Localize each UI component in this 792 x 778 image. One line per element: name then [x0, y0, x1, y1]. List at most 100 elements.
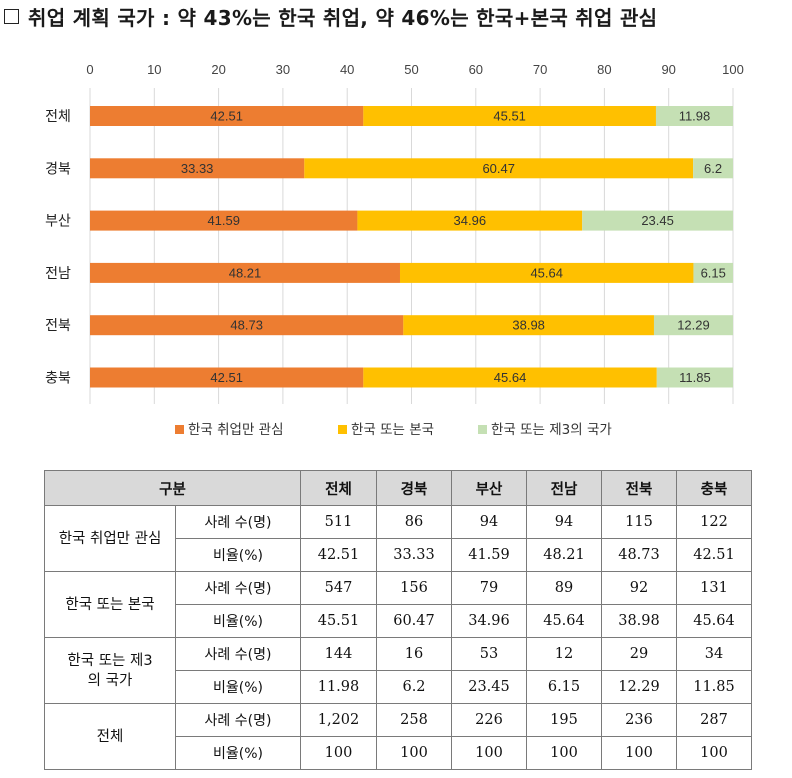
data-table: 구분 전체 경북 부산 전남 전북 충북 한국 취업만 관심 사례 수(명) 5… — [44, 470, 752, 770]
bar-segment — [582, 210, 733, 231]
legend-label: 한국 취업만 관심 — [188, 422, 284, 438]
data-label: 48.73 — [230, 318, 263, 333]
table-cell: 11.85 — [676, 670, 752, 704]
table-row: 비율(%) 11.98 6.2 23.45 6.15 12.29 11.85 — [45, 670, 752, 704]
table-row-label: 비율(%) — [175, 736, 301, 770]
table-cell: 60.47 — [376, 604, 452, 638]
group-name: 한국 또는 제3의 국가 — [67, 652, 153, 689]
data-label: 42.51 — [210, 370, 243, 385]
table-cell: 29 — [601, 637, 677, 671]
legend-label: 한국 또는 제3의 국가 — [491, 422, 612, 438]
data-label: 45.51 — [493, 109, 526, 124]
table-cell: 115 — [601, 505, 677, 539]
table-cell: 100 — [451, 736, 527, 770]
table-row: 전체 사례 수(명) 1,202 258 226 195 236 287 — [44, 703, 752, 770]
bar-segment — [363, 367, 657, 388]
table-header-cell: 전남 — [526, 470, 602, 506]
table-cell: 100 — [300, 736, 377, 770]
category-label: 부산 — [45, 214, 71, 230]
table-cell: 131 — [676, 571, 752, 605]
legend-swatch — [175, 425, 184, 434]
table-group-label: 한국 또는 제3의 국가 — [44, 637, 176, 704]
table-row-label: 사례 수(명) — [175, 703, 301, 737]
bar-segment — [90, 315, 404, 336]
table-cell: 156 — [376, 571, 452, 605]
table-cell: 122 — [676, 505, 752, 539]
legend-swatch — [338, 425, 347, 434]
table-cell: 258 — [376, 703, 452, 737]
table-row-label: 비율(%) — [175, 538, 301, 572]
x-tick-label: 30 — [276, 62, 290, 77]
bar-segment — [656, 367, 733, 388]
table-cell: 547 — [300, 571, 377, 605]
table-cell: 195 — [526, 703, 602, 737]
table-cell: 89 — [526, 571, 602, 605]
category-label: 경북 — [45, 161, 71, 177]
table-group-label: 한국 또는 본국 — [44, 571, 176, 638]
table-cell: 287 — [676, 703, 752, 737]
table-cell: 94 — [526, 505, 602, 539]
bar-segment — [90, 367, 364, 388]
bar-segment — [357, 210, 583, 231]
table-cell: 226 — [451, 703, 527, 737]
legend: 한국 취업만 관심 한국 또는 본국 한국 또는 제3의 국가 — [175, 422, 612, 438]
x-tick-label: 0 — [86, 62, 93, 77]
table-cell: 6.15 — [526, 670, 602, 704]
table-cell: 92 — [601, 571, 677, 605]
data-label: 60.47 — [482, 161, 515, 176]
table-cell: 16 — [376, 637, 452, 671]
table-header-cell: 부산 — [451, 470, 527, 506]
page-title: 취업 계획 국가 : 약 43%는 한국 취업, 약 46%는 한국+본국 취업… — [4, 2, 657, 30]
category-label: 전남 — [45, 266, 71, 282]
data-label: 33.33 — [181, 161, 214, 176]
data-label: 23.45 — [641, 213, 674, 228]
data-label: 11.85 — [679, 370, 711, 385]
table-cell: 79 — [451, 571, 527, 605]
table-cell: 48.73 — [601, 538, 677, 572]
bar-segment — [693, 158, 733, 179]
data-label: 11.98 — [679, 109, 711, 124]
table-cell: 23.45 — [451, 670, 527, 704]
table-cell: 41.59 — [451, 538, 527, 572]
bar-segment — [304, 158, 694, 179]
table-cell: 38.98 — [601, 604, 677, 638]
table-row: 한국 또는 본국 사례 수(명) 547 156 79 89 92 131 — [44, 571, 752, 638]
table-row: 한국 또는 제3의 국가 사례 수(명) 144 16 53 12 29 34 — [44, 637, 752, 704]
table-row: 비율(%) 42.51 33.33 41.59 48.21 48.73 42.5… — [45, 538, 752, 572]
bars: 42.51 45.51 11.98 33.33 60.47 6.2 41.59 34.96 23… — [90, 106, 733, 388]
table-cell: 45.64 — [526, 604, 602, 638]
table-header-cell: 전체 — [300, 470, 377, 506]
bar-segment — [90, 106, 364, 126]
x-tick-label: 40 — [340, 62, 354, 77]
x-tick-label: 70 — [533, 62, 547, 77]
category-label: 전북 — [45, 318, 71, 334]
group-name: 한국 또는 본국 — [65, 596, 155, 613]
table-header-cell: 경북 — [376, 470, 452, 506]
table-cell: 236 — [601, 703, 677, 737]
table-cell: 12 — [526, 637, 602, 671]
category-label: 전체 — [45, 109, 71, 125]
table-cell: 94 — [451, 505, 527, 539]
bar-segment — [399, 262, 694, 283]
data-label: 6.2 — [704, 161, 722, 176]
data-label: 12.29 — [677, 318, 710, 333]
bar-segment — [403, 315, 654, 336]
category-label: 충북 — [45, 371, 71, 387]
x-tick-label: 60 — [469, 62, 483, 77]
table-header-cell: 전북 — [601, 470, 677, 506]
bar-segment — [90, 210, 358, 231]
table-header-cell: 충북 — [676, 470, 752, 506]
x-tick-label: 90 — [661, 62, 675, 77]
gridlines — [89, 88, 734, 404]
table-cell: 53 — [451, 637, 527, 671]
data-label: 48.21 — [229, 265, 262, 280]
table-cell: 511 — [300, 505, 377, 539]
table-cell: 100 — [526, 736, 602, 770]
x-tick-label: 10 — [147, 62, 161, 77]
bar-segment — [653, 315, 733, 336]
data-label: 34.96 — [454, 213, 487, 228]
bar-segment — [90, 262, 400, 283]
table-group-label: 전체 — [44, 703, 176, 770]
data-label: 41.59 — [207, 213, 240, 228]
checkbox-square-icon — [4, 8, 19, 24]
